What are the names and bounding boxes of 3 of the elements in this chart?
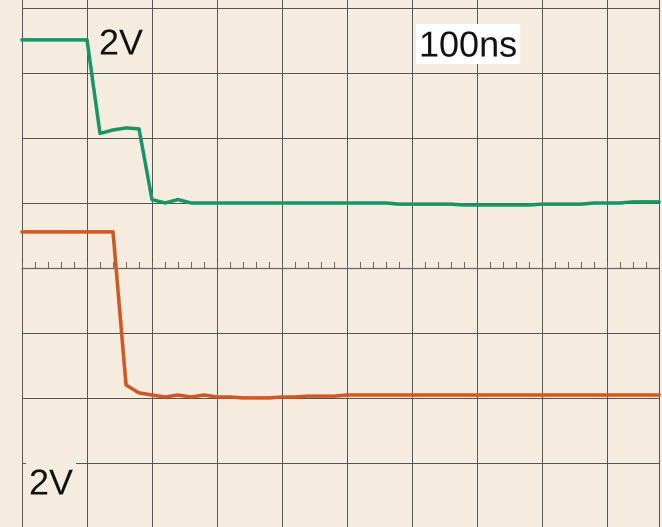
- text: 2V: [29, 462, 74, 502]
- annotation: 2V: [99, 22, 144, 62]
- annotation: 100ns: [419, 24, 518, 64]
